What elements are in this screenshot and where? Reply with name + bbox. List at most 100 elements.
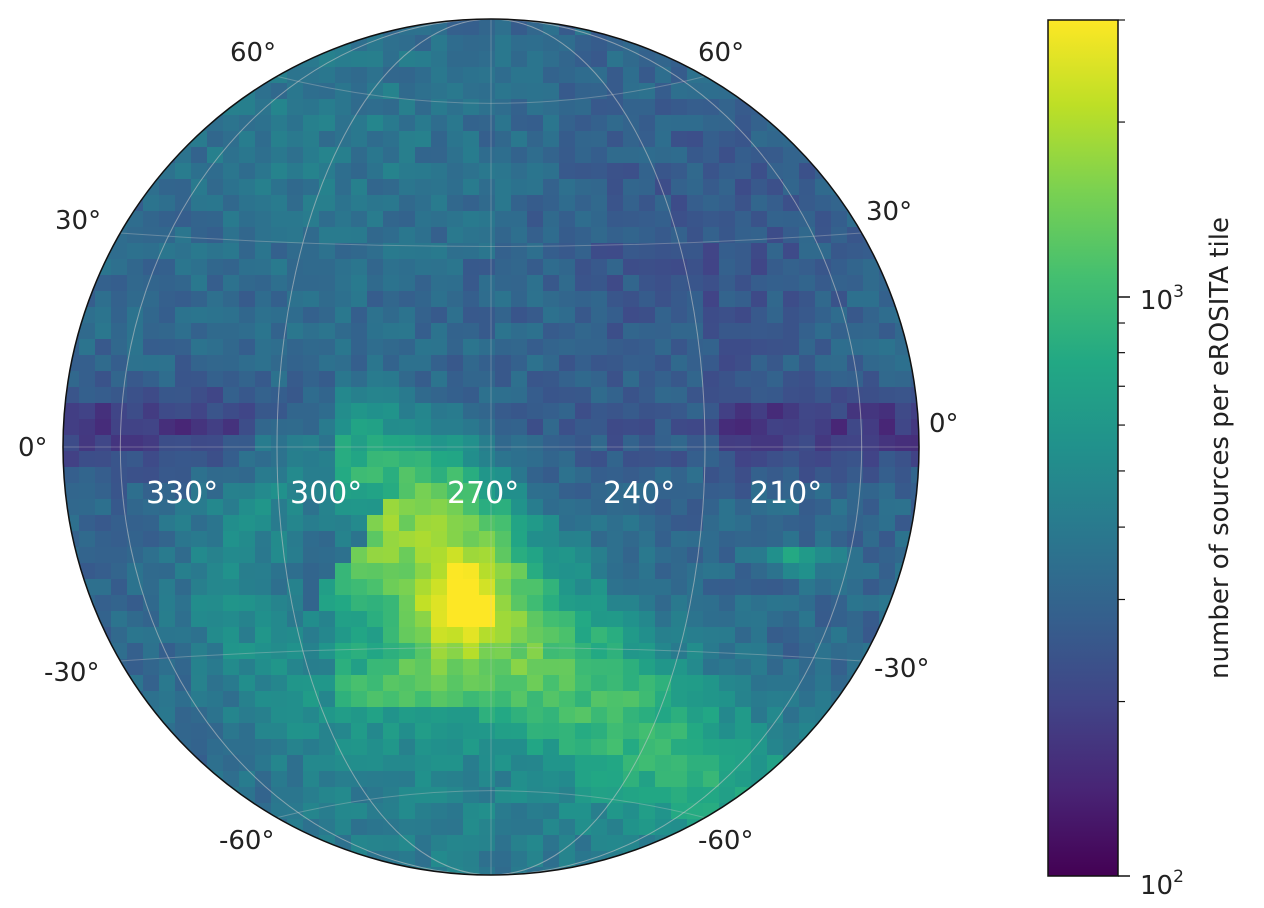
map-tile xyxy=(111,451,128,468)
map-tile xyxy=(575,163,592,180)
map-tile xyxy=(223,307,240,324)
map-tile xyxy=(351,803,368,820)
map-tile xyxy=(95,307,112,324)
map-tile xyxy=(143,659,160,676)
map-tile xyxy=(623,675,640,692)
map-tile xyxy=(367,355,384,372)
map-tile xyxy=(831,291,848,308)
map-tile xyxy=(351,675,368,692)
map-tile xyxy=(527,67,544,84)
map-tile xyxy=(159,499,176,516)
map-tile xyxy=(671,307,688,324)
map-tile xyxy=(319,83,336,100)
map-tile xyxy=(495,259,512,276)
map-tile xyxy=(223,739,240,756)
map-tile xyxy=(287,531,304,548)
map-tile xyxy=(495,819,512,836)
map-tile xyxy=(655,803,672,820)
map-tile xyxy=(351,435,368,452)
map-tile xyxy=(703,67,720,84)
map-tile xyxy=(223,83,240,100)
map-tile xyxy=(479,307,496,324)
map-tile xyxy=(399,563,416,580)
map-tile xyxy=(575,835,592,852)
map-tile xyxy=(575,771,592,788)
map-tile xyxy=(543,131,560,148)
map-tile xyxy=(319,627,336,644)
map-tile xyxy=(831,435,848,452)
lat-label-left-minus30: -30° xyxy=(44,658,99,688)
map-tile xyxy=(719,147,736,164)
map-tile xyxy=(751,179,768,196)
map-tile xyxy=(463,147,480,164)
lat-label-left-minus60: -60° xyxy=(219,826,274,856)
map-tile xyxy=(159,211,176,228)
map-tile xyxy=(415,307,432,324)
map-tile xyxy=(495,355,512,372)
map-tile xyxy=(383,243,400,260)
map-tile xyxy=(543,51,560,68)
map-tile xyxy=(703,387,720,404)
map-tile xyxy=(655,691,672,708)
map-tile xyxy=(527,835,544,852)
map-tile xyxy=(399,755,416,772)
map-tile xyxy=(591,739,608,756)
map-tile xyxy=(543,35,560,52)
map-tile xyxy=(255,291,272,308)
map-tile xyxy=(639,755,656,772)
map-tile xyxy=(111,403,128,420)
map-tile xyxy=(239,227,256,244)
map-tile xyxy=(639,419,656,436)
map-tile xyxy=(479,755,496,772)
map-tile xyxy=(463,643,480,660)
map-tile xyxy=(719,611,736,628)
map-tile xyxy=(703,195,720,212)
map-tile xyxy=(527,131,544,148)
map-tile xyxy=(831,323,848,340)
map-tile xyxy=(239,707,256,724)
map-tile xyxy=(303,611,320,628)
map-tile xyxy=(847,323,864,340)
map-tile xyxy=(687,131,704,148)
map-tile xyxy=(399,691,416,708)
map-tile xyxy=(415,547,432,564)
lon-label-300: 300° xyxy=(290,476,362,511)
map-tile xyxy=(543,499,560,516)
map-tile xyxy=(751,659,768,676)
map-tile xyxy=(719,419,736,436)
map-tile xyxy=(287,579,304,596)
map-tile xyxy=(735,307,752,324)
map-tile xyxy=(463,659,480,676)
map-tile xyxy=(319,163,336,180)
map-tile xyxy=(367,259,384,276)
map-tile xyxy=(575,243,592,260)
map-tile xyxy=(79,419,96,436)
map-tile xyxy=(223,291,240,308)
map-tile xyxy=(335,595,352,612)
map-tile xyxy=(223,563,240,580)
map-tile xyxy=(335,227,352,244)
map-tile xyxy=(815,483,832,500)
map-tile xyxy=(175,707,192,724)
map-tile xyxy=(335,787,352,804)
map-tile xyxy=(287,515,304,532)
map-tile xyxy=(95,435,112,452)
map-tile xyxy=(831,611,848,628)
map-tile xyxy=(591,483,608,500)
map-tile xyxy=(495,483,512,500)
map-tile xyxy=(463,451,480,468)
map-tile xyxy=(607,435,624,452)
map-tile xyxy=(847,483,864,500)
map-tile xyxy=(655,435,672,452)
map-tile xyxy=(559,99,576,116)
map-tile xyxy=(479,419,496,436)
map-tile xyxy=(319,483,336,500)
map-tile xyxy=(879,579,896,596)
map-tile xyxy=(415,659,432,676)
map-tile xyxy=(255,163,272,180)
map-tile xyxy=(751,291,768,308)
map-tile xyxy=(319,227,336,244)
map-tile xyxy=(447,579,464,596)
map-tile xyxy=(399,51,416,68)
map-tile xyxy=(223,499,240,516)
